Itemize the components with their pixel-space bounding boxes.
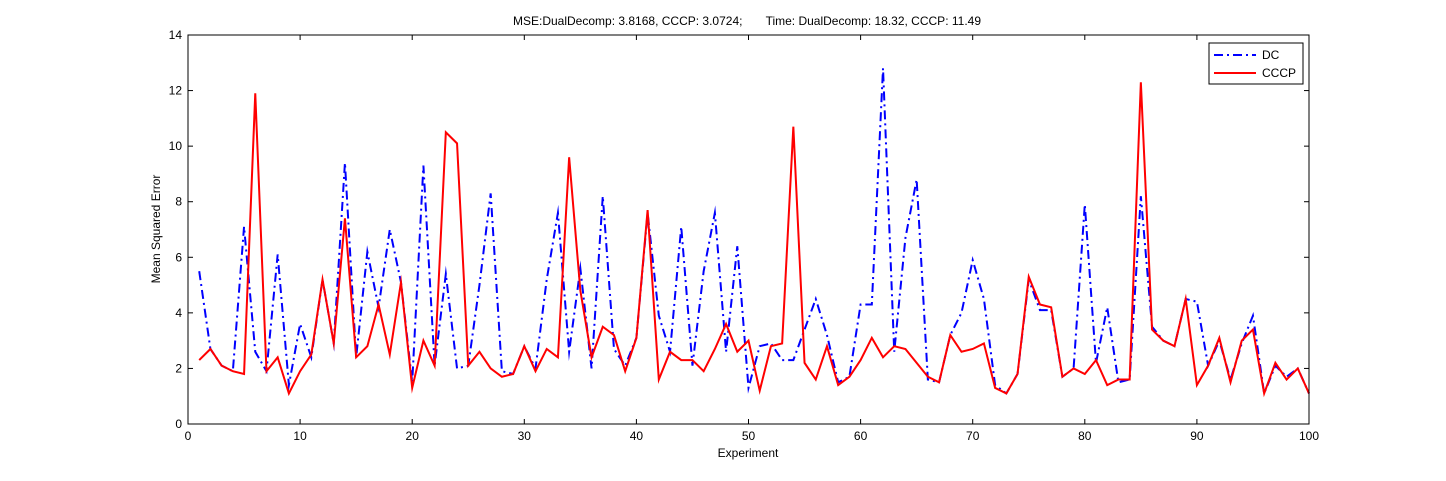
x-tick-label: 0 [185, 429, 192, 443]
legend-box [1208, 42, 1304, 85]
legend: DC CCCP [1208, 42, 1304, 85]
y-tick-label: 8 [175, 195, 182, 209]
y-tick-label: 14 [169, 28, 183, 42]
x-tick-label: 20 [406, 429, 420, 443]
x-tick-label: 80 [1078, 429, 1092, 443]
y-tick-label: 2 [175, 361, 182, 375]
x-tick-label: 90 [1190, 429, 1204, 443]
ticks-layer: 0 10 20 30 40 50 60 70 80 90 100 0 2 4 6 8 10 12 14 [169, 28, 1320, 443]
y-tick-label: 0 [175, 417, 182, 431]
series-line-dc [198, 68, 1310, 398]
plot-area [188, 35, 1309, 424]
x-axis-label: Experiment [718, 446, 779, 460]
x-tick-label: 70 [966, 429, 980, 443]
y-tick-label: 12 [169, 84, 183, 98]
x-tick-label: 40 [630, 429, 644, 443]
legend-dc-label: DC [1262, 48, 1280, 62]
y-tick-label: 10 [169, 139, 183, 153]
chart-title: MSE:DualDecomp: 3.8168, CCCP: 3.0724; Ti… [513, 14, 981, 28]
y-axis-label: Mean Squared Error [149, 175, 163, 284]
x-tick-label: 60 [854, 429, 868, 443]
x-tick-label: 50 [742, 429, 756, 443]
x-tick-label: 10 [293, 429, 307, 443]
legend-cccp-label: CCCP [1262, 66, 1296, 80]
series-line-cccp [198, 82, 1310, 398]
series-layer [198, 68, 1310, 398]
y-tick-label: 6 [175, 250, 182, 264]
x-tick-label: 100 [1299, 429, 1319, 443]
x-tick-label: 30 [518, 429, 532, 443]
y-tick-label: 4 [175, 306, 182, 320]
